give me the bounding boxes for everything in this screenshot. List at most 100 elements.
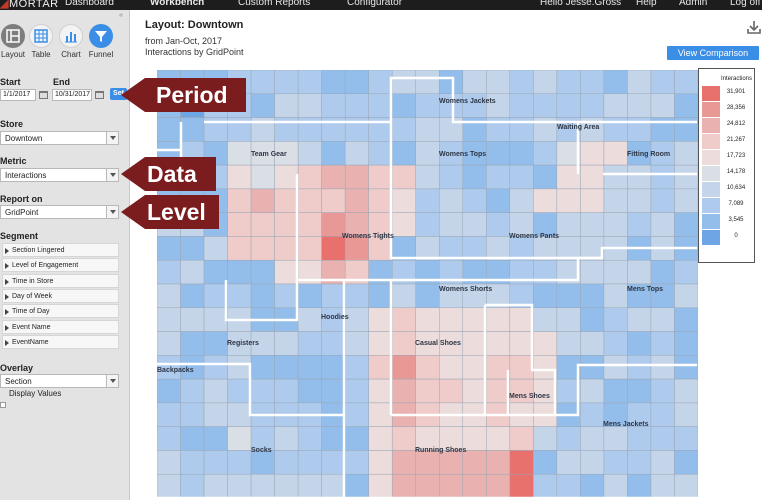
heatmap-cell[interactable] [650, 188, 675, 213]
heatmap-cell[interactable] [674, 307, 698, 332]
heatmap-cell[interactable] [157, 283, 181, 309]
heatmap-cell[interactable] [157, 307, 181, 332]
heatmap-cell[interactable] [274, 426, 299, 451]
heatmap-cell[interactable] [274, 378, 299, 404]
heatmap-cell[interactable] [203, 426, 228, 451]
heatmap-cell[interactable] [180, 259, 205, 285]
heatmap-cell[interactable] [368, 93, 393, 118]
heatmap-cell[interactable] [250, 212, 275, 237]
heatmap-cell[interactable] [180, 473, 205, 498]
heatmap-cell[interactable] [533, 188, 558, 213]
segment-item[interactable]: Level of Engagement [2, 258, 119, 272]
heatmap-cell[interactable] [227, 164, 252, 190]
heatmap-cell[interactable] [344, 378, 369, 404]
heatmap-cell[interactable] [439, 307, 464, 332]
heatmap-cell[interactable] [415, 188, 440, 213]
heatmap-cell[interactable] [415, 473, 440, 498]
heatmap-cell[interactable] [674, 355, 698, 380]
heatmap-cell[interactable] [486, 236, 511, 261]
heatmap-cell[interactable] [486, 188, 511, 213]
heatmap-cell[interactable] [556, 70, 581, 95]
heatmap-cell[interactable] [297, 212, 322, 237]
heatmap-cell[interactable] [580, 402, 605, 427]
heatmap-cell[interactable] [321, 450, 346, 475]
heatmap-cell[interactable] [321, 378, 346, 404]
heatmap-cell[interactable] [627, 212, 652, 237]
heatmap-cell[interactable] [439, 164, 464, 190]
heatmap-cell[interactable] [603, 450, 628, 475]
heatmap-cell[interactable] [227, 236, 252, 261]
heatmap-cell[interactable] [391, 212, 416, 237]
heatmap-cell[interactable] [157, 236, 181, 261]
heatmap-cell[interactable] [674, 283, 698, 309]
heatmap-cell[interactable] [391, 450, 416, 475]
heatmap-cell[interactable] [533, 236, 558, 261]
heatmap-cell[interactable] [486, 450, 511, 475]
heatmap-cell[interactable] [580, 236, 605, 261]
heatmap-cell[interactable] [250, 473, 275, 498]
heatmap-cell[interactable] [297, 164, 322, 190]
heatmap-cell[interactable] [368, 236, 393, 261]
heatmap-cell[interactable] [180, 236, 205, 261]
tool-chart[interactable]: Chart [58, 24, 84, 59]
heatmap-cell[interactable] [627, 426, 652, 451]
heatmap-cell[interactable] [603, 426, 628, 451]
heatmap-cell[interactable] [486, 141, 511, 166]
heatmap-cell[interactable] [439, 355, 464, 380]
heatmap-cell[interactable] [556, 236, 581, 261]
heatmap-cell[interactable] [603, 141, 628, 166]
heatmap-cell[interactable] [556, 473, 581, 498]
heatmap-cell[interactable] [415, 450, 440, 475]
heatmap-cell[interactable] [415, 212, 440, 237]
heatmap-cell[interactable] [368, 450, 393, 475]
heatmap-cell[interactable] [250, 236, 275, 261]
heatmap-cell[interactable] [250, 283, 275, 309]
heatmap-cell[interactable] [603, 259, 628, 285]
segment-item[interactable]: EventName [2, 335, 119, 349]
heatmap-cell[interactable] [203, 378, 228, 404]
heatmap-cell[interactable] [157, 117, 181, 142]
heatmap-cell[interactable] [297, 378, 322, 404]
heatmap-cell[interactable] [674, 212, 698, 237]
heatmap-cell[interactable] [297, 236, 322, 261]
heatmap-cell[interactable] [439, 188, 464, 213]
heatmap-cell[interactable] [462, 378, 487, 404]
heatmap-cell[interactable] [227, 450, 252, 475]
heatmap-cell[interactable] [486, 331, 511, 356]
heatmap-cell[interactable] [344, 307, 369, 332]
heatmap-cell[interactable] [627, 70, 652, 95]
heatmap-cell[interactable] [203, 236, 228, 261]
heatmap-cell[interactable] [650, 450, 675, 475]
heatmap-cell[interactable] [674, 93, 698, 118]
heatmap-cell[interactable] [627, 188, 652, 213]
heatmap-cell[interactable] [509, 236, 534, 261]
heatmap-cell[interactable] [486, 355, 511, 380]
heatmap-cell[interactable] [674, 473, 698, 498]
start-date-input[interactable]: 1/1/2017 [0, 89, 36, 101]
heatmap-cell[interactable] [462, 236, 487, 261]
heatmap-cell[interactable] [603, 307, 628, 332]
heatmap-cell[interactable] [462, 164, 487, 190]
heatmap-cell[interactable] [674, 378, 698, 404]
heatmap-cell[interactable] [415, 70, 440, 95]
heatmap-cell[interactable] [439, 236, 464, 261]
heatmap-cell[interactable] [650, 426, 675, 451]
heatmap-cell[interactable] [180, 402, 205, 427]
heatmap-cell[interactable] [415, 164, 440, 190]
heatmap-cell[interactable] [486, 473, 511, 498]
heatmap-cell[interactable] [157, 378, 181, 404]
heatmap-cell[interactable] [227, 355, 252, 380]
heatmap-cell[interactable] [627, 355, 652, 380]
segment-item[interactable]: Day of Week [2, 289, 119, 303]
nav-workbench[interactable]: Workbench [150, 0, 205, 8]
heatmap-cell[interactable] [344, 70, 369, 95]
heatmap-cell[interactable] [344, 331, 369, 356]
heatmap-cell[interactable] [203, 402, 228, 427]
heatmap-cell[interactable] [368, 70, 393, 95]
heatmap-cell[interactable] [580, 259, 605, 285]
heatmap-cell[interactable] [250, 355, 275, 380]
heatmap-cell[interactable] [203, 283, 228, 309]
heatmap-cell[interactable] [297, 141, 322, 166]
calendar-icon[interactable] [95, 90, 104, 99]
heatmap-cell[interactable] [650, 164, 675, 190]
